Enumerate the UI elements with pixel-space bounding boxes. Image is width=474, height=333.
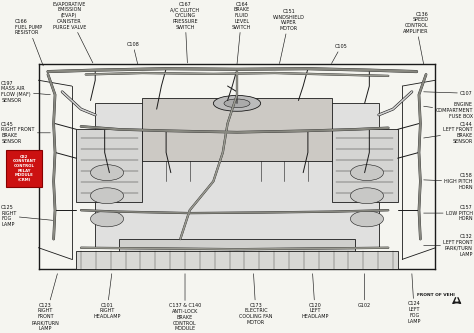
Text: EVAPORATIVE
EMISSION
(EVAP)
CANISTER
PURGE VALVE: EVAPORATIVE EMISSION (EVAP) CANISTER PUR… xyxy=(53,2,93,63)
Text: C145
RIGHT FRONT
BRAKE
SENSOR: C145 RIGHT FRONT BRAKE SENSOR xyxy=(1,122,50,144)
Ellipse shape xyxy=(91,165,124,180)
Bar xyxy=(6,150,42,187)
Text: G102: G102 xyxy=(358,274,371,308)
Text: C197
MASS AIR
FLOW (MAF)
SENSOR: C197 MASS AIR FLOW (MAF) SENSOR xyxy=(1,81,50,103)
Text: C157
LOW PITCH
HORN: C157 LOW PITCH HORN xyxy=(424,205,473,221)
Text: C164
BRAKE
FLUID
LEVEL
SWITCH: C164 BRAKE FLUID LEVEL SWITCH xyxy=(232,2,251,64)
Text: C108: C108 xyxy=(127,42,139,64)
Text: ENGINE
COMPARTMENT
FUSE BOX: ENGINE COMPARTMENT FUSE BOX xyxy=(424,102,473,119)
Ellipse shape xyxy=(91,188,124,204)
Text: C125
RIGHT
FOG
LAMP: C125 RIGHT FOG LAMP xyxy=(1,205,53,227)
Ellipse shape xyxy=(350,188,383,204)
Ellipse shape xyxy=(213,96,261,111)
Text: C132
LEFT FRONT
PARK/TURN
LAMP: C132 LEFT FRONT PARK/TURN LAMP xyxy=(424,234,473,257)
Text: C144
LEFT FRONT
BRAKE
SENSOR: C144 LEFT FRONT BRAKE SENSOR xyxy=(424,122,473,144)
Text: FRONT OF VEHI: FRONT OF VEHI xyxy=(417,292,455,296)
Bar xyxy=(95,103,379,248)
Text: C167
A/C CLUTCH
CYCLING
PRESSURE
SWITCH: C167 A/C CLUTCH CYCLING PRESSURE SWITCH xyxy=(171,2,200,63)
Text: C137 & C140
ANTI-LOCK
BRAKE
CONTROL
MODULE: C137 & C140 ANTI-LOCK BRAKE CONTROL MODU… xyxy=(169,274,201,331)
Ellipse shape xyxy=(91,211,124,227)
Text: C123
RIGHT
FRONT
PARK/TURN
LAMP: C123 RIGHT FRONT PARK/TURN LAMP xyxy=(32,274,60,331)
Text: C158
HIGH PITCH
HORN: C158 HIGH PITCH HORN xyxy=(424,173,473,189)
Bar xyxy=(76,251,398,269)
Text: C151
WINDSHIELD
WIPER
MOTOR: C151 WINDSHIELD WIPER MOTOR xyxy=(273,9,305,64)
Text: C107: C107 xyxy=(424,91,473,96)
Ellipse shape xyxy=(350,211,383,227)
Text: C136
SPEED
CONTROL
AMPLIFIER: C136 SPEED CONTROL AMPLIFIER xyxy=(403,12,428,64)
Ellipse shape xyxy=(350,165,383,180)
Ellipse shape xyxy=(224,99,250,108)
Bar xyxy=(119,239,355,262)
Bar xyxy=(76,129,143,201)
Bar xyxy=(143,98,331,161)
Text: C82
CONSTANT
CONTROL
RELAY
MODULE
(CRM): C82 CONSTANT CONTROL RELAY MODULE (CRM) xyxy=(12,155,36,182)
Text: C105: C105 xyxy=(331,44,347,64)
Text: C101
RIGHT
HEADLAMP: C101 RIGHT HEADLAMP xyxy=(93,274,121,319)
Text: C173
ELECTRIC
COOLING FAN
MOTOR: C173 ELECTRIC COOLING FAN MOTOR xyxy=(239,274,273,325)
Text: C120
LEFT
HEADLAMP: C120 LEFT HEADLAMP xyxy=(301,274,328,319)
Text: C124
LEFT
FOG
LAMP: C124 LEFT FOG LAMP xyxy=(408,274,421,324)
Text: C166
FUEL PUMP
RESISTOR: C166 FUEL PUMP RESISTOR xyxy=(15,19,43,66)
Bar xyxy=(331,129,398,201)
